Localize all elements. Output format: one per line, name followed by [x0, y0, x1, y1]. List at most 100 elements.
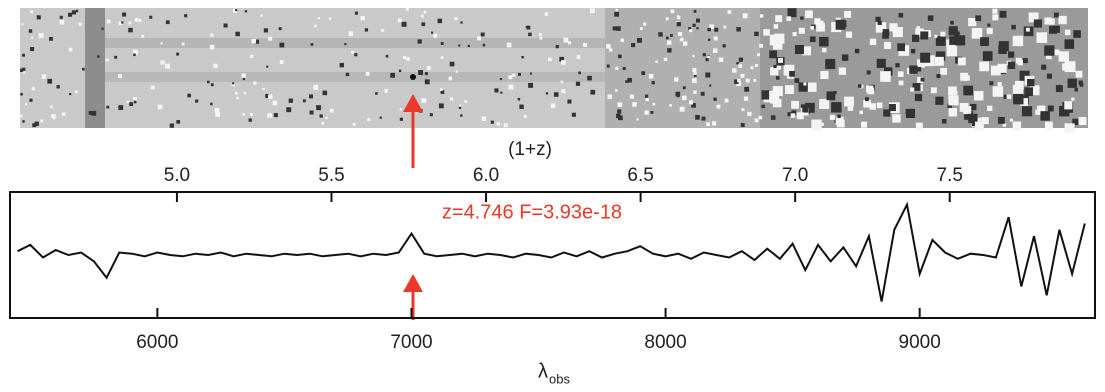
speckle-dot [772, 98, 782, 108]
speckle-dot [41, 74, 47, 79]
speckle-dot [769, 90, 780, 102]
speckle-dot [1044, 45, 1055, 56]
speckle-dot [1011, 24, 1016, 30]
speckle-dot [706, 122, 710, 127]
speckle-dot [21, 23, 24, 26]
speckle-dot [837, 114, 841, 119]
speckle-dot [82, 67, 85, 71]
speckle-dot [268, 94, 273, 99]
speckle-dot [974, 91, 984, 101]
speckle-dot [1020, 98, 1028, 106]
speckle-dot [714, 27, 719, 32]
speckle-dot [790, 113, 796, 118]
speckle-dot [482, 43, 486, 47]
x2-tick-label: 5.0 [164, 165, 190, 186]
speckle-dot [210, 33, 214, 37]
speckle-dot [615, 66, 619, 70]
speckle-dot [51, 114, 56, 119]
speckle-dot [738, 64, 743, 68]
speckle-dot [263, 28, 269, 33]
speckle-dot [381, 29, 385, 33]
speckle-dot [339, 62, 344, 68]
speckle-dot [512, 73, 516, 77]
x-tick-label: 9000 [899, 332, 941, 353]
speckle-dot [424, 72, 428, 76]
speckle-dot [709, 84, 712, 87]
speckle-dot [770, 67, 779, 76]
speckle-dot [858, 84, 862, 88]
speckle-dot [417, 39, 422, 44]
speckle-dot [184, 14, 188, 18]
speckle-dot [365, 71, 370, 76]
speckle-dot [787, 8, 797, 18]
speckle-dot [316, 105, 322, 111]
speckle-dot [587, 75, 592, 81]
speckle-dot [253, 81, 257, 85]
speckle-dot [78, 22, 82, 26]
speckle-dot [494, 88, 499, 93]
speckle-dot [800, 16, 804, 20]
speckle-dot [187, 93, 191, 98]
speckle-dot [559, 56, 565, 62]
speckle-dot [29, 98, 33, 102]
speckle-dot [713, 97, 717, 101]
speckle-dot [528, 32, 532, 37]
speckle-dot [406, 57, 410, 61]
speckle-dot [160, 60, 165, 65]
speckle-dot [450, 97, 454, 101]
speckle-dot [819, 36, 829, 47]
speckle-dot [722, 44, 726, 48]
speckle-dot [754, 31, 759, 37]
speckle-dot [526, 25, 531, 30]
speckle-dot [28, 29, 33, 33]
speckle-dot [754, 63, 758, 67]
speckle-dot [68, 12, 73, 17]
speckle-dot [438, 103, 444, 109]
speckle-dot [935, 96, 944, 105]
speckle-dot [590, 8, 595, 14]
speckle-dot [776, 65, 781, 70]
speckle-dot [867, 87, 875, 95]
speckle-dot [658, 32, 663, 37]
speckle-dot [1015, 57, 1022, 64]
speckle-dot [1014, 80, 1024, 90]
speckle-dot [420, 14, 424, 18]
speckle-dot [529, 72, 532, 75]
speckle-dot [831, 102, 842, 113]
speckle-dot [1044, 17, 1052, 25]
speckle-dot [769, 50, 778, 59]
speckle-dot [22, 120, 25, 123]
speckle-dot [503, 123, 508, 128]
speckle-dot [34, 121, 39, 126]
speckle-dot [636, 118, 639, 121]
speckle-dot [1029, 85, 1040, 96]
speckle-dot [1036, 32, 1048, 43]
speckle-dot [553, 92, 559, 97]
speckle-dot [544, 12, 549, 16]
speckle-dot [826, 91, 836, 101]
speckle-dot [650, 110, 654, 114]
speckle-dot [975, 15, 982, 22]
speckle-dot [773, 102, 777, 106]
speckle-dot [648, 74, 654, 79]
speckle-dot [674, 77, 679, 82]
speckle-dot [844, 10, 852, 18]
speckle-dot [616, 26, 621, 31]
speckle-dot [875, 16, 881, 22]
speckle-dot [987, 105, 993, 111]
speckle-dot [912, 83, 921, 91]
speckle-dot [676, 15, 681, 20]
speckle-dot [1046, 73, 1052, 79]
speckle-dot [676, 94, 680, 98]
speckle-dot [670, 9, 675, 14]
speckle-dot [467, 44, 470, 48]
speckle-dot [693, 74, 697, 77]
speckle-dot [897, 43, 905, 52]
speckle-dot [215, 112, 221, 118]
speckle-dot [877, 20, 882, 25]
speckle-dot [691, 78, 697, 84]
speckle-dot [539, 36, 543, 40]
speckle-dot [165, 20, 170, 25]
speckle-dot [845, 31, 853, 38]
speckle-dot [379, 116, 382, 119]
